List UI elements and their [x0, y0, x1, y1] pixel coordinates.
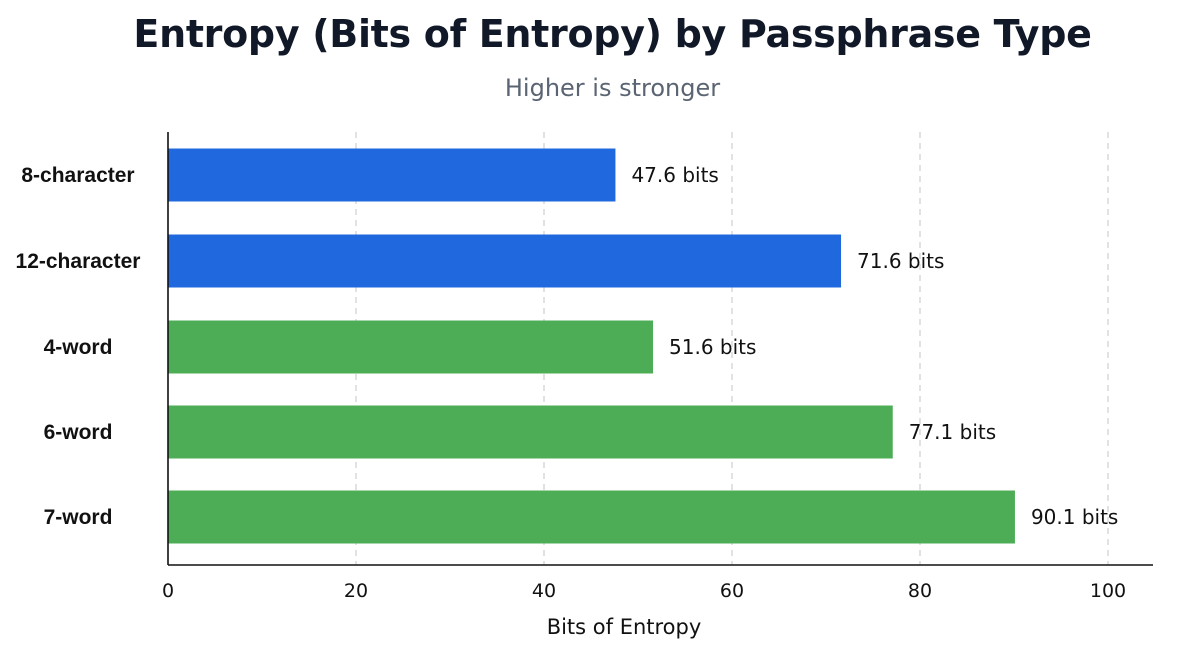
chart-subtitle: Higher is stronger: [504, 74, 721, 102]
category-label: 7-word: [44, 506, 113, 529]
bar-6-word: [168, 405, 893, 459]
value-label: 51.6 bits: [669, 335, 756, 359]
labels: 0 20 40 60 80 100 8-character 47.6 bits 12-chara…: [16, 163, 1127, 602]
x-tick-label: 60: [720, 580, 744, 602]
x-tick-label: 100: [1090, 580, 1126, 602]
axes: [167, 132, 1153, 566]
category-label: 12-character: [16, 250, 141, 273]
category-label: 6-word: [44, 421, 113, 444]
value-label: 71.6 bits: [857, 249, 944, 273]
x-tick-label: 0: [162, 580, 174, 602]
value-label: 77.1 bits: [909, 420, 996, 444]
value-label: 47.6 bits: [631, 163, 718, 187]
x-tick-label: 20: [344, 580, 368, 602]
category-label: 8-character: [21, 164, 134, 187]
category-label: 4-word: [44, 336, 113, 359]
x-tick-label: 40: [532, 580, 556, 602]
bar-12-character: [168, 234, 842, 288]
chart-title: Entropy (Bits of Entropy) by Passphrase …: [133, 12, 1092, 56]
x-axis-title: Bits of Entropy: [547, 615, 702, 639]
value-label: 90.1 bits: [1031, 505, 1118, 529]
x-tick-label: 80: [908, 580, 932, 602]
bar-4-word: [168, 320, 654, 374]
bars: [168, 148, 1015, 544]
bar-7-word: [168, 490, 1015, 544]
bar-8-character: [168, 148, 616, 202]
